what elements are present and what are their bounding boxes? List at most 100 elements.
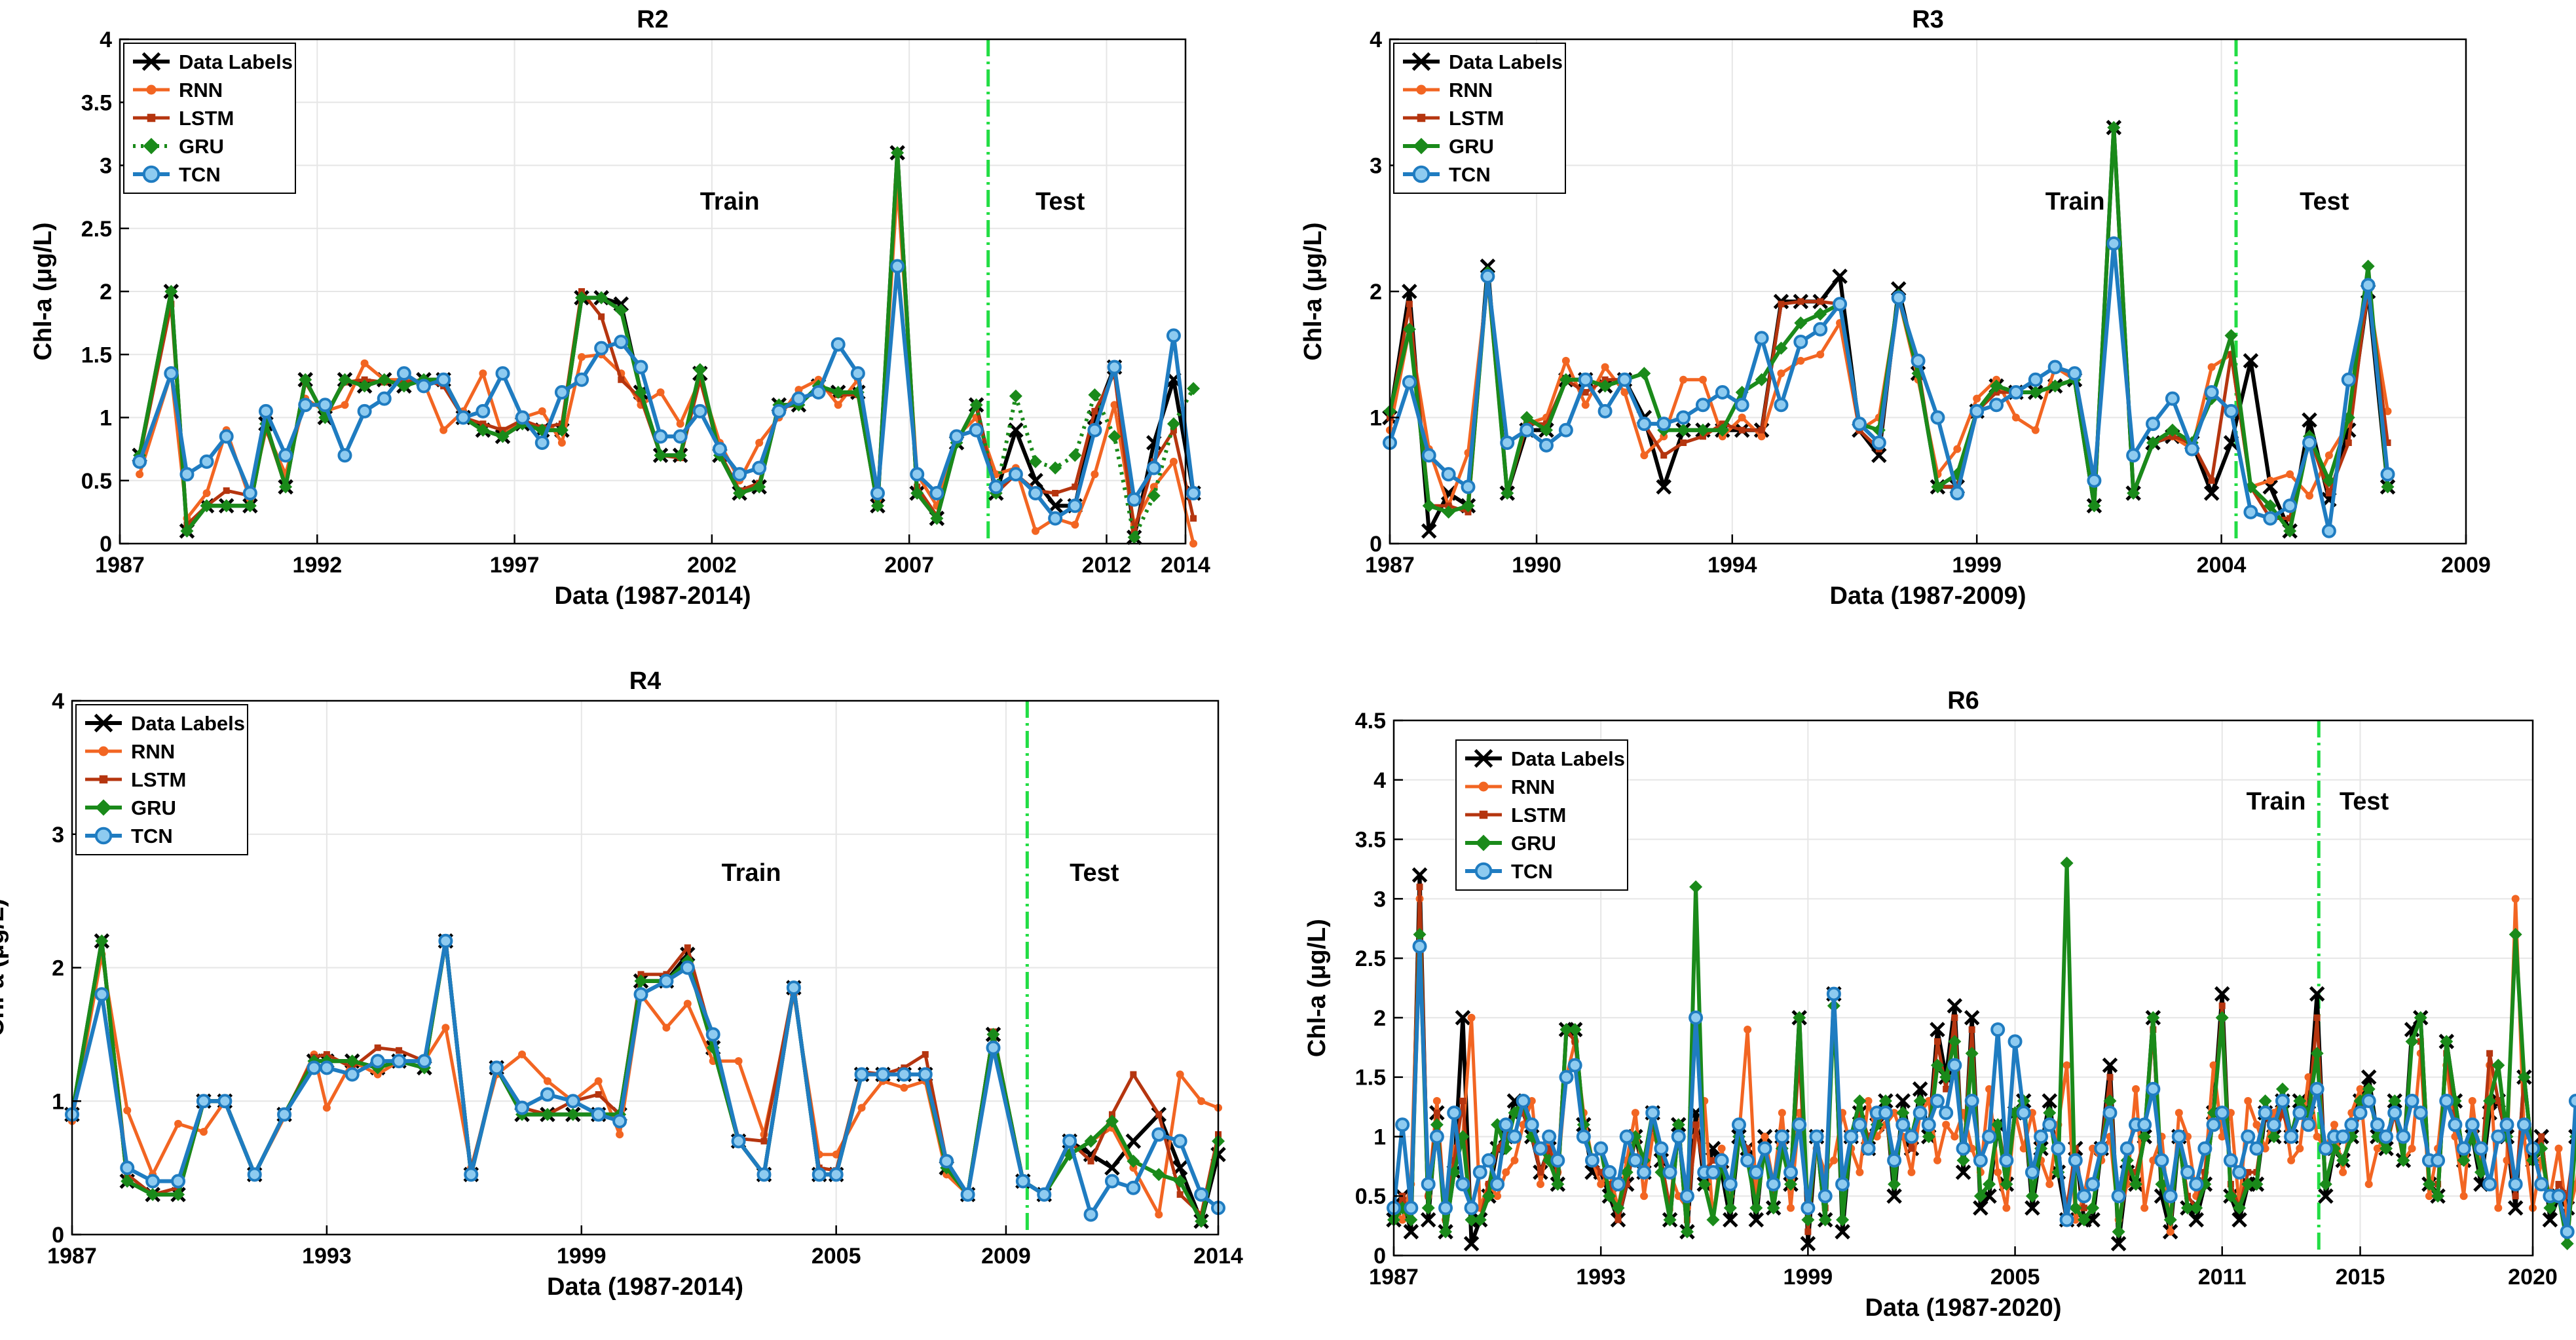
data-point	[673, 449, 687, 462]
y-tick-label: 1.5	[81, 343, 112, 367]
series-group	[64, 933, 1226, 1229]
series-tcn	[65, 933, 1225, 1222]
data-point	[377, 373, 391, 386]
data-point	[436, 372, 451, 387]
data-point	[396, 366, 411, 381]
legend-marker	[141, 52, 161, 71]
y-tick-label: 1.5	[1355, 1066, 1386, 1090]
data-point	[1774, 398, 1789, 413]
data-point	[2258, 1106, 2273, 1121]
data-point	[277, 1107, 292, 1122]
data-point	[683, 999, 692, 1008]
x-tick-label: 1987	[95, 553, 145, 578]
data-point	[1794, 316, 1808, 330]
data-point	[2499, 1117, 2514, 1132]
data-point	[1464, 1200, 1479, 1216]
data-point	[656, 388, 665, 396]
data-point	[2043, 1106, 2057, 1120]
data-point	[2425, 1192, 2433, 1200]
data-point	[2127, 487, 2140, 500]
y-tick-label: 4	[1373, 768, 1386, 793]
data-point	[733, 487, 747, 500]
data-point	[2250, 1178, 2264, 1191]
data-point	[1793, 335, 1808, 349]
data-point	[1172, 1134, 1187, 1149]
data-point	[1933, 1038, 1941, 1045]
data-point	[1516, 1093, 1531, 1108]
data-point	[2224, 329, 2238, 343]
data-point	[1615, 1216, 1622, 1223]
data-point	[1982, 1129, 1997, 1144]
data-point	[969, 398, 983, 412]
data-point	[1676, 410, 1691, 425]
data-point	[1561, 356, 1570, 365]
data-point	[1913, 1094, 1927, 1107]
data-point	[1155, 1210, 1163, 1219]
data-point	[1581, 401, 1590, 409]
data-point	[1912, 1081, 1928, 1097]
data-point	[1861, 1141, 1876, 1156]
data-point	[2126, 448, 2141, 463]
data-point	[591, 1107, 606, 1122]
data-point	[438, 933, 453, 948]
data-point	[1152, 1168, 1166, 1182]
data-point	[1973, 394, 1981, 403]
data-point	[1620, 1165, 1633, 1179]
data-point	[1723, 1177, 1738, 1192]
data-point	[2031, 426, 2040, 434]
data-point	[370, 1054, 385, 1069]
data-point	[875, 1067, 890, 1082]
data-point	[1107, 360, 1122, 375]
legend-marker	[143, 138, 160, 155]
data-point	[2275, 1093, 2290, 1108]
data-point	[1818, 1189, 1833, 1204]
data-point	[1797, 356, 1805, 365]
data-point	[1990, 379, 2004, 393]
data-point	[1663, 1213, 1677, 1227]
y-tick-label: 3	[52, 823, 64, 847]
data-point	[1611, 1177, 1626, 1192]
data-point	[986, 1028, 1000, 1041]
data-point	[2310, 1047, 2324, 1060]
data-point	[557, 439, 566, 447]
data-point	[1990, 1022, 2006, 1037]
data-point	[2204, 385, 2219, 400]
y-tick-label: 1	[1373, 1125, 1386, 1149]
legend-label: Data Labels	[1511, 747, 1625, 770]
data-point	[633, 360, 648, 375]
legend-marker	[1412, 165, 1430, 183]
data-point	[2301, 1117, 2316, 1132]
data-point	[2336, 1129, 2351, 1144]
data-point	[1953, 445, 1962, 453]
data-point	[1441, 467, 1456, 482]
data-point	[1151, 1127, 1167, 1142]
data-point	[1939, 1070, 1953, 1084]
data-point	[712, 441, 727, 456]
data-point	[2384, 439, 2391, 446]
data-point	[1951, 1014, 1958, 1021]
data-point	[1864, 1096, 1873, 1105]
data-point	[1559, 1070, 1574, 1085]
data-point	[2379, 1129, 2394, 1144]
test-annotation: Test	[1070, 859, 1119, 887]
data-point	[2085, 1177, 2100, 1192]
data-point	[1715, 385, 1730, 400]
data-point	[2313, 1014, 2321, 1021]
data-point	[2560, 1224, 2575, 1239]
data-point	[1455, 1010, 1471, 1026]
data-point	[202, 489, 211, 497]
data-point	[416, 379, 431, 394]
data-point	[1640, 1192, 1649, 1200]
data-point	[2102, 1106, 2118, 1121]
data-point	[2214, 986, 2230, 1002]
data-point	[1539, 423, 1553, 437]
data-point	[2564, 1193, 2571, 1200]
x-tick-label: 1994	[1708, 553, 1757, 578]
data-point	[2025, 1200, 2040, 1216]
data-point	[2318, 1141, 2333, 1156]
x-tick-label: 1992	[292, 553, 342, 578]
data-point	[2206, 1117, 2221, 1132]
test-annotation: Test	[2340, 788, 2389, 815]
data-point	[179, 467, 195, 482]
test-annotation: Test	[1036, 188, 1085, 215]
